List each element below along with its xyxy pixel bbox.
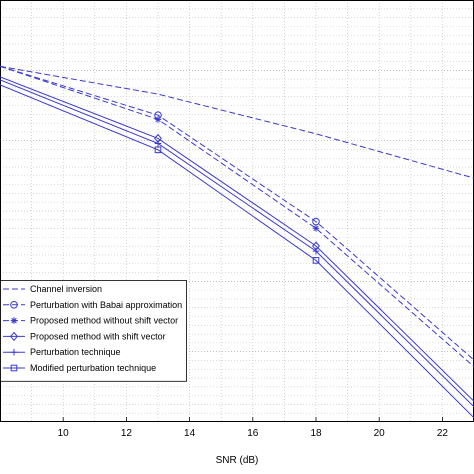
series-marker-star [10,317,18,324]
x-tick-label: 10 [58,428,70,439]
legend-label: Modified perturbation technique [30,363,156,373]
legend-box [0,280,187,382]
series-line [0,65,474,368]
legend-label: Proposed method without shift vector [30,316,178,326]
legend-label: Perturbation technique [30,347,121,357]
series-marker-circle [10,301,18,309]
series-marker-square [312,257,320,264]
x-tick-label: 14 [184,428,196,439]
x-tick-label: 22 [437,428,449,439]
series-line [0,65,474,179]
x-axis-ticks: 10 12 14 16 18 20 22 [58,417,449,439]
series-marker-star [154,116,162,123]
series-marker-square [10,364,18,372]
series-line [0,65,474,361]
series-layer [0,65,474,419]
series-3 [0,65,474,368]
series-line [0,84,474,419]
series-1 [0,65,474,179]
series-marker-plus [154,140,162,147]
grid-lines [0,0,474,422]
series-marker-plus [312,247,320,255]
x-tick-label: 16 [247,428,259,439]
series-marker-square [154,146,162,154]
series-marker-diamond [10,331,18,342]
legend-label: Channel inversion [30,284,102,294]
legend: Channel inversion Perturbation with Babai… [0,280,187,382]
series-marker-star [312,225,320,232]
legend-label: Perturbation with Babai approximation [30,300,182,310]
x-axis-label: SNR (dB) [216,455,259,466]
x-tick-label: 12 [121,428,133,439]
series-6 [0,84,474,419]
x-tick-label: 18 [310,428,322,439]
series-5 [0,79,474,408]
series-marker-circle [312,217,320,226]
series-line [0,79,474,408]
series-marker-plus [10,348,18,356]
x-tick-label: 20 [374,428,386,439]
legend-label: Proposed method with shift vector [30,331,166,341]
series-line [0,76,474,402]
